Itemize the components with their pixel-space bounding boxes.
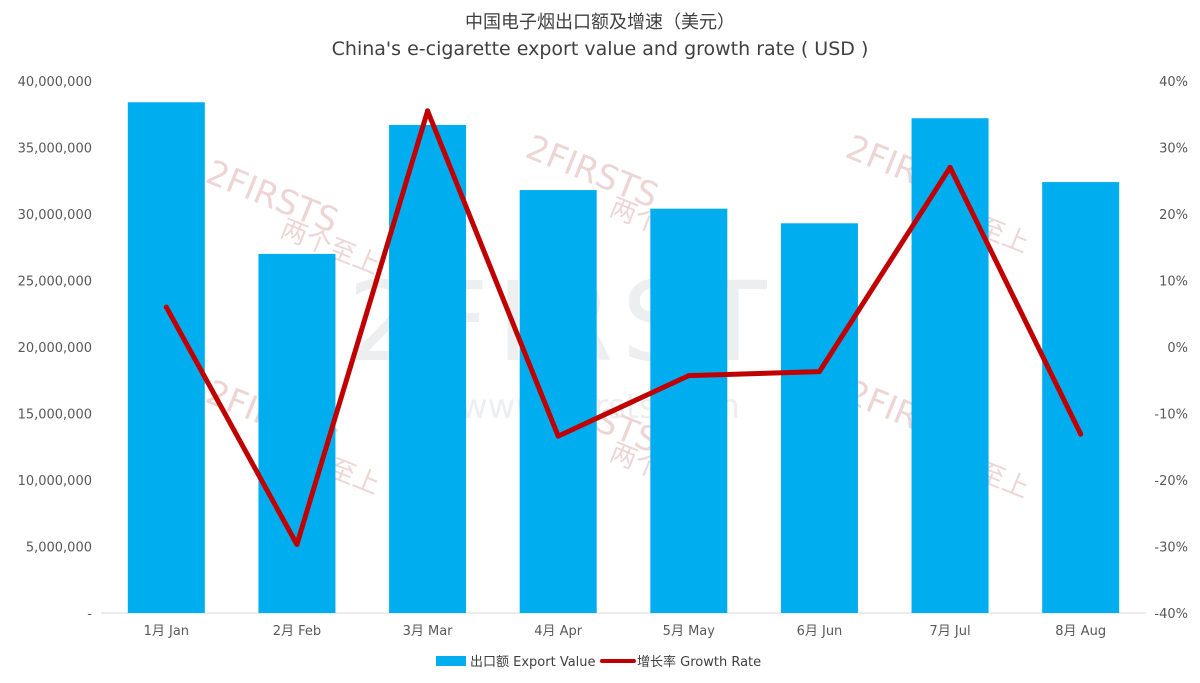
- legend-label-growth: 增长率 Growth Rate: [637, 654, 761, 670]
- x-tick-label: 6月 Jun: [797, 624, 843, 639]
- legend-swatch-export: [436, 656, 466, 666]
- growth-rate-point: [294, 542, 300, 548]
- growth-rate-point: [555, 433, 561, 439]
- left-tick-label: 15,000,000: [18, 408, 92, 423]
- left-tick-label: 40,000,000: [18, 75, 92, 90]
- left-tick-label: -: [87, 607, 92, 622]
- growth-rate-point: [816, 369, 822, 375]
- x-tick-label: 8月 Aug: [1055, 624, 1106, 639]
- right-tick-label: 30%: [1159, 142, 1188, 157]
- bar: [1042, 182, 1120, 613]
- bar: [780, 223, 858, 613]
- chart-subtitle: China's e-cigarette export value and gro…: [332, 38, 869, 60]
- growth-rate-line: [163, 108, 1084, 547]
- bar: [650, 208, 728, 613]
- right-tick-label: 10%: [1159, 275, 1188, 290]
- left-tick-label: 25,000,000: [18, 275, 92, 290]
- x-tick-label: 3月 Mar: [403, 624, 454, 639]
- legend-label-export: 出口额 Export Value: [470, 655, 596, 670]
- right-tick-label: 0%: [1167, 341, 1188, 356]
- left-tick-label: 10,000,000: [18, 474, 92, 489]
- right-tick-label: -40%: [1154, 607, 1188, 622]
- right-tick-label: -10%: [1154, 408, 1188, 423]
- left-axis: - 5,000,000 10,000,000 15,000,000 20,000,000…: [18, 75, 93, 622]
- x-tick-label: 5月 May: [663, 624, 716, 639]
- left-tick-label: 20,000,000: [18, 341, 92, 356]
- bar-series: [127, 102, 1120, 614]
- bar: [911, 118, 989, 614]
- left-tick-label: 35,000,000: [18, 142, 92, 157]
- left-tick-label: 5,000,000: [26, 541, 92, 556]
- bar: [519, 190, 597, 613]
- x-tick-label: 1月 Jan: [144, 624, 189, 639]
- growth-rate-point: [163, 304, 169, 310]
- growth-rate-point: [425, 108, 431, 114]
- growth-rate-point: [947, 164, 953, 170]
- x-axis: 1月 Jan 2月 Feb 3月 Mar 4月 Apr 5月 May 6月 Jun 7月 J…: [144, 624, 1107, 639]
- bar: [389, 124, 467, 613]
- x-tick-label: 4月 Apr: [534, 624, 583, 639]
- right-tick-label: 40%: [1159, 75, 1188, 90]
- right-tick-label: 20%: [1159, 208, 1188, 223]
- chart-title: 中国电子烟出口额及增速（美元）: [465, 12, 735, 33]
- right-tick-label: -30%: [1154, 541, 1188, 556]
- growth-rate-point: [1078, 431, 1084, 437]
- right-axis: -40% -30% -20% -10% 0% 10% 20% 30% 40%: [1154, 75, 1188, 622]
- line-series: [163, 108, 1084, 548]
- x-tick-label: 2月 Feb: [273, 624, 321, 639]
- legend: 出口额 Export Value 增长率 Growth Rate: [436, 654, 761, 670]
- x-tick-label: 7月 Jul: [930, 624, 971, 639]
- bar: [258, 253, 336, 613]
- right-tick-label: -20%: [1154, 474, 1188, 489]
- growth-rate-point: [686, 373, 692, 379]
- left-tick-label: 30,000,000: [18, 208, 92, 223]
